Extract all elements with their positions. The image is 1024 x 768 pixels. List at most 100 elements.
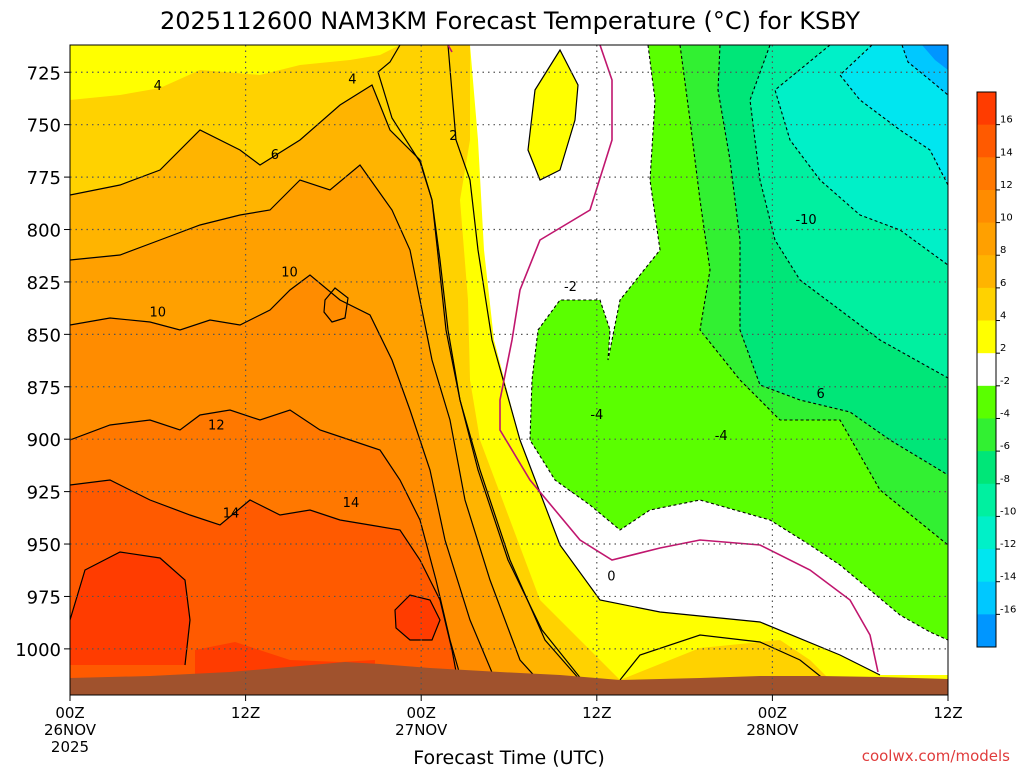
colorbar-tick-label: -12	[1000, 539, 1016, 550]
colorbar-frame	[976, 91, 997, 648]
contour-neg4	[679, 45, 948, 546]
colorbar-swatch	[977, 320, 996, 354]
colorbar-tick-label: -10	[1000, 506, 1016, 517]
y-tick-label: 825	[27, 273, 61, 294]
colorbar-swatch	[977, 92, 996, 126]
colorbar-swatch	[977, 189, 996, 224]
colorbar-tick-label: 16	[1000, 115, 1013, 126]
y-tick-label: 925	[27, 483, 61, 504]
contour-label: 10	[150, 305, 167, 320]
fill-16-18-west	[70, 552, 190, 665]
x-tick-label: 26NOV	[44, 721, 97, 739]
colorbar-tick-label: 10	[1000, 213, 1013, 224]
fill-neg16-neg18	[922, 45, 948, 70]
colorbar-tick-label: 2	[1000, 343, 1006, 354]
colorbar-tick-label: -14	[1000, 572, 1016, 583]
contour-16-east	[394, 594, 441, 641]
contour-14	[70, 479, 459, 683]
y-tick-label: 800	[27, 221, 61, 242]
colorbar-tick-label: 12	[1000, 180, 1013, 191]
gridlines	[70, 45, 948, 695]
y-tick-label: 875	[27, 378, 61, 399]
x-tick-label: 00Z	[55, 704, 84, 722]
colorbar-tick-label: 8	[1000, 245, 1006, 256]
colorbar-tick-label: -4	[1000, 408, 1010, 419]
contour-label: 10	[281, 265, 298, 280]
chart-title: 2025112600 NAM3KM Forecast Temperature (…	[160, 7, 860, 35]
x-tick-label: 00Z	[407, 704, 436, 722]
contour-label: 14	[343, 496, 360, 511]
x-tick-label: 27NOV	[395, 721, 448, 739]
colorbar-swatch	[977, 451, 996, 485]
contour-neg12	[839, 45, 948, 186]
contour-neg6	[717, 45, 948, 476]
colorbar-tick-label: -6	[1000, 441, 1010, 452]
colorbar: 16 14 12 10 8 6 4 2 -2 -4 -6 -8 -10 -12 -14 -16	[976, 91, 1016, 648]
colorbar-tick-label: 14	[1000, 147, 1013, 158]
colorbar-swatch	[977, 614, 996, 648]
contour-zero	[499, 45, 879, 673]
contour-zero-cap	[447, 45, 453, 53]
terrain	[70, 662, 948, 695]
contour-neg2	[529, 45, 948, 641]
colorbar-swatch	[977, 516, 996, 550]
contour-label: -2	[564, 280, 577, 295]
credit-text: coolwx.com/models	[862, 747, 1010, 765]
x-tick-label: 12Z	[582, 704, 611, 722]
contour-label: 4	[154, 79, 162, 94]
colorbar-swatch	[977, 418, 996, 452]
contour-label: 2	[449, 129, 457, 144]
y-tick-label: 850	[27, 325, 61, 346]
colorbar-swatch	[977, 549, 996, 583]
contour-labels: 4 4 6 2 10 10 12 14 14 -2 -4 -4 -10 6 0	[150, 73, 825, 585]
colorbar-swatch	[977, 287, 996, 322]
colorbar-tick-label: 6	[1000, 278, 1006, 289]
x-axis-label: Forecast Time (UTC)	[413, 747, 604, 768]
plot-area: 4 4 6 2 10 10 12 14 14 -2 -4 -4 -10 6 0	[70, 45, 948, 695]
y-tick-label: 775	[27, 168, 61, 189]
y-tick-label: 950	[27, 535, 61, 556]
contour-6	[70, 84, 581, 681]
colorbar-swatch	[977, 124, 996, 158]
fill-neg12-neg14	[840, 45, 948, 185]
contour-10	[70, 274, 497, 683]
colorbar-swatch	[977, 222, 996, 256]
colorbar-tick-label: -16	[1000, 604, 1016, 615]
contour-label: 14	[223, 507, 240, 522]
x-tick-label: 12Z	[933, 704, 962, 722]
contour-10-cell	[323, 287, 349, 323]
contour-label: 12	[208, 419, 225, 434]
contour-label: 6	[271, 148, 279, 163]
contour-label: 6	[817, 387, 825, 402]
colorbar-swatch	[977, 385, 996, 419]
colorbar-tick-label: -8	[1000, 474, 1010, 485]
x-tick-label: 28NOV	[746, 721, 799, 739]
contour-label: 0	[607, 569, 615, 584]
colorbar-swatch	[977, 353, 996, 387]
contour-neg10	[774, 45, 948, 266]
colorbar-swatch	[977, 157, 996, 191]
colorbar-swatch	[977, 255, 996, 289]
colorbar-tick-label: -2	[1000, 376, 1010, 387]
fill-16-18-east	[395, 595, 440, 640]
y-tick-label: 900	[27, 430, 61, 451]
y-axis: 725 750 775 800 825 850 875 900 925 950 975 1000	[15, 63, 70, 661]
contour-label: -10	[795, 213, 816, 228]
plot-frame	[69, 44, 949, 696]
contour-label: 4	[348, 73, 356, 88]
y-tick-label: 975	[27, 587, 61, 608]
contour-neg8	[749, 45, 948, 379]
y-tick-label: 750	[27, 116, 61, 137]
x-tick-label: 12Z	[231, 704, 260, 722]
colorbar-swatch	[977, 581, 996, 615]
x-tick-label: 2025	[51, 738, 89, 756]
contour-8	[70, 164, 541, 683]
y-tick-label: 725	[27, 63, 61, 84]
contour-12	[70, 409, 463, 683]
contour-2-isle	[527, 48, 579, 181]
y-tick-label: 1000	[15, 640, 61, 661]
fill-2-4-isle	[528, 50, 578, 180]
colorbar-tick-label: 4	[1000, 311, 1006, 322]
